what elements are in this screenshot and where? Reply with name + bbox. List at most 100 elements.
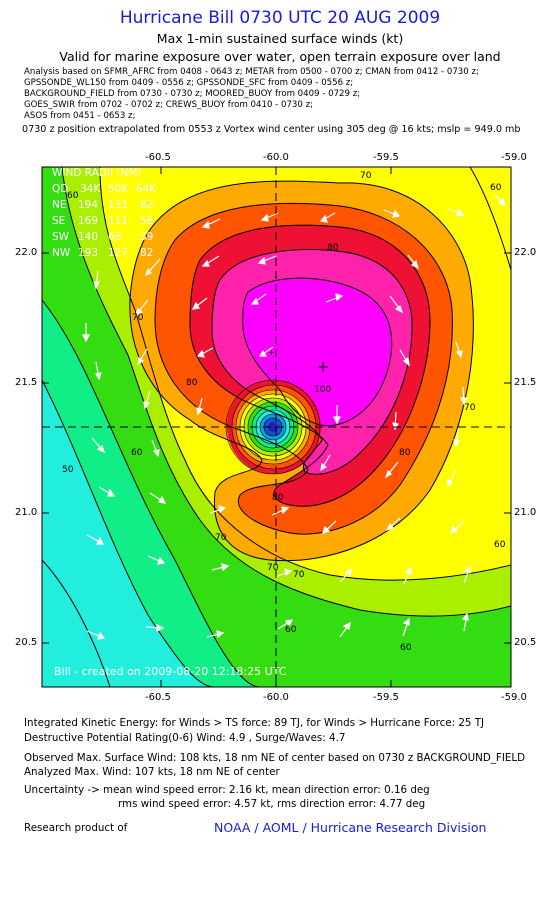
wind-arrow [137, 348, 148, 366]
wind-radii-table: WIND RADII (NM) QD 34K 50K 64K NE 194 131 82 S… [52, 167, 157, 259]
wind-arrow [98, 486, 116, 497]
lat-tick-label-left: 21.0 [15, 507, 38, 518]
wind-arrow [389, 295, 404, 314]
rms-line: rms wind speed error: 4.57 kt, rms direc… [118, 798, 426, 810]
wind-arrow [151, 439, 160, 458]
wind-arrow [201, 218, 221, 229]
lon-tick-label-top: -60.5 [145, 152, 171, 163]
contour-label: 60 [67, 191, 79, 201]
wind-arrow [450, 520, 465, 534]
wind-arrow [460, 386, 468, 406]
wind-arrow [86, 534, 104, 545]
research-org-link[interactable]: NOAA / AOML / Hurricane Research Divisio… [214, 820, 487, 835]
contour-label: 60 [131, 448, 143, 458]
wind-arrow [453, 428, 460, 448]
wind-arrow [463, 565, 471, 584]
analysis-source-line: GOES_SWIR from 0702 - 0702 z; CREWS_BUOY… [24, 100, 313, 110]
wind-radii-row: NW 193 127 82 [52, 247, 153, 259]
wind-arrow [447, 207, 465, 217]
lat-tick-label-right: 21.0 [514, 507, 537, 518]
lon-tick-label-bottom: -59.5 [373, 692, 399, 703]
secondary-center-marker: + [268, 348, 275, 357]
contour-label: 70 [132, 313, 144, 323]
observed-max-wind: Observed Max. Surface Wind: 108 kts, 18 … [24, 752, 526, 764]
contour-label: 70 [267, 563, 279, 573]
wind-arrow [455, 341, 463, 359]
wind-arrow [95, 361, 102, 381]
contour-label: 80 [399, 448, 411, 458]
contour-label: 70 [360, 171, 372, 181]
contour-label: 70 [215, 533, 227, 543]
lon-tick-label-top: -59.0 [501, 152, 527, 163]
wind-arrow [260, 212, 279, 222]
wind-arrow [461, 612, 469, 632]
lon-tick-label-bottom: -60.0 [263, 692, 289, 703]
wind-arrow [403, 566, 412, 585]
lat-tick-label-left: 22.0 [15, 247, 38, 258]
wind-arrow [143, 390, 151, 410]
wind-arrow [383, 209, 401, 218]
analysis-source-line: BACKGROUND_FIELD from 0730 - 0730 z; MOO… [24, 89, 361, 99]
center-crosshair [42, 167, 511, 687]
wind-arrow [384, 461, 399, 479]
contour-label: 100 [314, 385, 331, 395]
lat-tick-label-left: 21.5 [15, 377, 38, 388]
wind-arrow [274, 568, 293, 578]
wind-radii-row: NE 194 131 82 [52, 199, 153, 211]
contour-label: 60 [285, 625, 297, 635]
wind-arrows [82, 194, 506, 640]
lon-tick-label-bottom: -60.5 [145, 692, 171, 703]
lon-tick-label-top: -59.5 [373, 152, 399, 163]
position-note: 0730 z position extrapolated from 0553 z… [22, 124, 521, 135]
wind-arrow [86, 630, 106, 640]
analysis-source-line: GPSSONDE_WL150 from 0409 - 0556 z; GPSSO… [24, 78, 354, 88]
wind-arrow [250, 293, 267, 305]
wind-radii-title: WIND RADII (NM) [52, 167, 142, 179]
wind-arrow [93, 270, 100, 290]
validity-note: Valid for marine exposure over water, op… [59, 49, 501, 64]
contour-label: 70 [293, 570, 305, 580]
axis-ticks [42, 167, 511, 687]
wind-arrow [320, 454, 331, 472]
wind-arrow [134, 299, 149, 317]
wind-arrow [319, 212, 336, 223]
wind-arrow [271, 506, 290, 516]
wind-arrow [82, 323, 90, 343]
wind-arrow [145, 258, 161, 277]
page-title: Hurricane Bill 0730 UTC 20 AUG 2009 [119, 8, 441, 28]
wind-arrow [325, 293, 344, 303]
wind-arrow [211, 563, 230, 572]
wind-radii-header: QD 34K 50K 64K [52, 183, 157, 195]
wind-arrow [258, 346, 274, 357]
contour-label: 60 [490, 183, 502, 193]
wind-arrow [147, 555, 166, 565]
wind-arrow [257, 255, 277, 265]
dpr-line: Destructive Potential Rating(0-6) Wind: … [24, 732, 346, 744]
wind-arrow [385, 517, 401, 532]
contour-label: 60 [494, 540, 506, 550]
analysis-source-line: Analysis based on SFMR_AFRC from 0408 - … [24, 67, 479, 77]
contour-labels: 70 80 60 70 80 100 70 80 70 70 60 60 60 … [62, 171, 506, 653]
contour-label: 50 [62, 465, 74, 475]
wind-arrow [494, 194, 506, 206]
analysis-source-line: ASOS from 0451 - 0653 z; [24, 111, 136, 121]
ike-line: Integrated Kinetic Energy: for Winds > T… [24, 717, 485, 729]
wind-arrow [399, 349, 410, 367]
wind-arrow [447, 469, 457, 488]
max-wind-marker [318, 362, 328, 372]
uncertainty-line: Uncertainty -> mean wind speed error: 2.… [24, 784, 430, 796]
lat-tick-label-right: 21.5 [514, 377, 537, 388]
creation-watermark: Bill - created on 2009-08-20 12:18:25 UT… [54, 665, 287, 678]
wind-radii-row: SW 140 68 39 [52, 231, 153, 243]
analyzed-max-wind: Analyzed Max. Wind: 107 kts, 18 nm NE of… [24, 766, 280, 778]
lat-tick-label-right: 20.5 [514, 637, 537, 648]
wind-arrow [333, 405, 341, 425]
wind-arrow [407, 254, 419, 270]
wind-arrow [145, 624, 165, 632]
wind-arrow [149, 492, 167, 504]
wind-arrow [201, 255, 220, 267]
wind-arrow [402, 617, 410, 637]
lon-tick-label-bottom: -59.0 [501, 692, 527, 703]
wind-arrow [339, 567, 354, 583]
